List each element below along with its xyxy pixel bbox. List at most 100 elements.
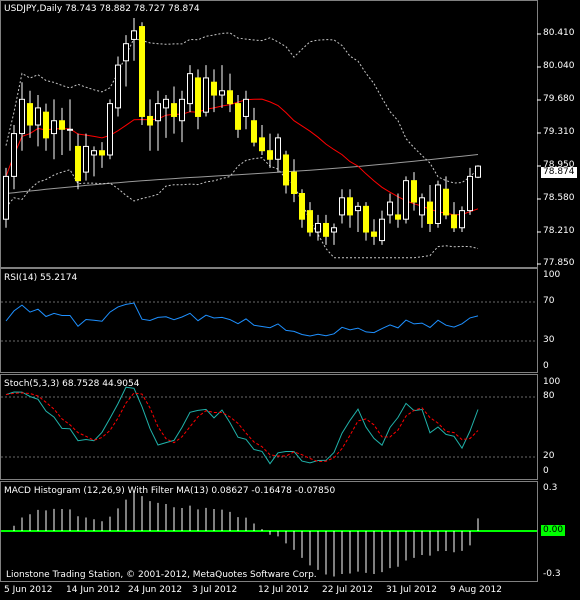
candle-body	[99, 150, 105, 156]
candle-body	[139, 26, 145, 117]
candle-body	[227, 90, 233, 105]
stoch-signal-line	[5, 392, 479, 463]
candle-body	[251, 120, 257, 143]
moving-average-line	[5, 98, 479, 216]
long-ma-line	[5, 154, 479, 194]
candle-body	[83, 145, 89, 173]
macd-level-label: 0.3	[543, 483, 558, 493]
candle-body	[179, 98, 185, 122]
macd-zero-tag: 0.00	[541, 525, 566, 536]
macd-level-label: -0.3	[543, 569, 561, 579]
candle-body	[67, 128, 73, 131]
rsi-level-label: 100	[543, 270, 561, 280]
candle-body	[155, 103, 161, 122]
candle-body	[323, 222, 329, 237]
price-label: 78.580	[543, 193, 575, 203]
price-label: 78.950	[543, 160, 575, 170]
candle-body	[195, 77, 201, 117]
macd-title: MACD Histogram (12,26,9) With Filter MA(…	[4, 486, 336, 496]
candle-body	[203, 77, 209, 113]
date-label: 24 Jun 2012	[128, 585, 183, 595]
candle-body	[243, 98, 249, 117]
date-label: 14 Jun 2012	[66, 585, 121, 595]
date-label: 3 Jul 2012	[192, 585, 238, 595]
rsi-series	[5, 302, 479, 337]
candle-body	[443, 188, 449, 216]
candle-body	[27, 103, 33, 126]
bollinger-upper-line	[5, 32, 479, 184]
candle-body	[403, 180, 409, 220]
rsi-level-label: 30	[543, 335, 555, 345]
rsi-panel[interactable]	[0, 268, 538, 373]
candle-body	[411, 180, 417, 203]
rsi-level-label: 70	[543, 296, 555, 306]
candle-body	[291, 171, 297, 195]
candle-body	[363, 205, 369, 233]
candle-body	[211, 81, 217, 96]
candle-body	[19, 98, 25, 135]
rsi-level-label: 0	[543, 361, 549, 371]
candle-body	[307, 210, 313, 233]
stoch-series	[5, 386, 479, 465]
candle-body	[379, 218, 385, 242]
candle-body	[283, 154, 289, 186]
candle-body	[275, 137, 281, 160]
candle-body	[347, 197, 353, 216]
candle-body	[435, 184, 441, 224]
candle-body	[51, 120, 57, 135]
candle-body	[75, 145, 81, 182]
candle-body	[259, 137, 265, 152]
rsi-line	[5, 302, 479, 337]
candle-body	[147, 115, 153, 126]
price-label: 78.210	[543, 226, 575, 236]
candle-body	[459, 210, 465, 229]
date-label: 12 Jul 2012	[258, 585, 309, 595]
candle-body	[3, 175, 9, 220]
candle-body	[123, 43, 129, 62]
candle-body	[115, 64, 121, 109]
macd-histogram	[13, 491, 479, 577]
price-label: 80.410	[543, 28, 575, 38]
candle-body	[35, 107, 41, 126]
candle-body	[331, 227, 337, 233]
candle-body	[219, 90, 225, 96]
date-label: 22 Jul 2012	[322, 585, 373, 595]
candle-body	[467, 175, 473, 212]
candle-body	[59, 120, 65, 130]
candle-body	[299, 193, 305, 220]
stoch-panel[interactable]	[0, 374, 538, 480]
candle-body	[387, 201, 393, 216]
candle-body	[267, 150, 273, 160]
candle-body	[419, 197, 425, 216]
candle-body	[355, 205, 361, 212]
stoch-main-line	[5, 386, 479, 465]
price-label: 80.040	[543, 61, 575, 71]
main-panel[interactable]	[0, 0, 538, 268]
stoch-title: Stoch(5,3,3) 68.7528 44.9054	[4, 379, 140, 389]
candle-body	[395, 214, 401, 220]
candle-body	[91, 150, 97, 156]
candle-body	[427, 201, 433, 224]
candle-body	[11, 133, 17, 177]
candle-body	[131, 30, 137, 40]
candle-body	[187, 73, 193, 105]
candle-body	[171, 103, 177, 117]
candle-body	[475, 165, 481, 178]
stoch-level-label: 0	[543, 466, 549, 476]
stoch-level-label: 20	[543, 451, 555, 461]
macd-panel[interactable]	[0, 481, 538, 582]
candle-body	[339, 197, 345, 216]
candle-body	[163, 98, 169, 109]
price-series	[3, 18, 481, 259]
candle-body	[43, 111, 49, 139]
last-price-tag: 78.874	[541, 167, 577, 178]
price-label: 77.850	[543, 258, 575, 268]
price-label: 79.310	[543, 127, 575, 137]
date-label: 5 Jun 2012	[4, 585, 53, 595]
price-label: 79.680	[543, 94, 575, 104]
stoch-level-label: 80	[543, 391, 555, 401]
stoch-level-label: 100	[543, 377, 561, 387]
candle-body	[315, 222, 321, 233]
main-chart-title: USDJPY,Daily 78.743 78.882 78.727 78.874	[4, 4, 200, 14]
